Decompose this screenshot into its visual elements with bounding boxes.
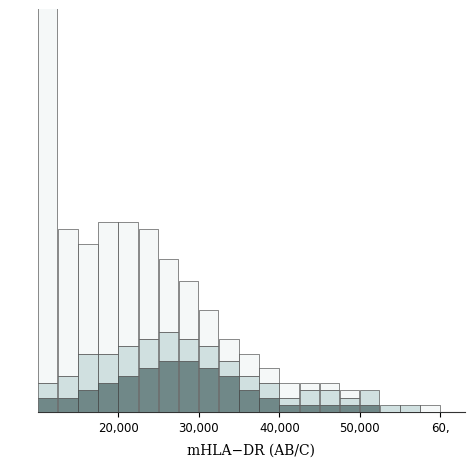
- Bar: [319, 383, 339, 391]
- Bar: [300, 383, 319, 391]
- Bar: [259, 398, 279, 412]
- Bar: [259, 368, 279, 383]
- Bar: [38, 398, 57, 412]
- Bar: [179, 361, 198, 412]
- Bar: [159, 332, 178, 361]
- Bar: [279, 383, 299, 398]
- Bar: [199, 346, 219, 368]
- Bar: [420, 405, 440, 412]
- Bar: [179, 281, 198, 339]
- Bar: [380, 405, 400, 412]
- Bar: [98, 222, 118, 354]
- Bar: [239, 391, 259, 412]
- Bar: [58, 376, 78, 398]
- Bar: [58, 229, 78, 376]
- Bar: [78, 244, 98, 354]
- Bar: [219, 339, 238, 361]
- Bar: [360, 405, 379, 412]
- Bar: [118, 376, 138, 412]
- Bar: [340, 391, 359, 398]
- Bar: [239, 376, 259, 391]
- Bar: [239, 354, 259, 376]
- Bar: [199, 310, 219, 346]
- X-axis label: mHLA−DR (AB/C): mHLA−DR (AB/C): [187, 444, 315, 457]
- Bar: [179, 339, 198, 361]
- Bar: [98, 354, 118, 383]
- Bar: [138, 229, 158, 339]
- Bar: [78, 354, 98, 391]
- Bar: [98, 383, 118, 412]
- Bar: [159, 258, 178, 332]
- Bar: [159, 361, 178, 412]
- Bar: [38, 0, 57, 383]
- Bar: [319, 405, 339, 412]
- Bar: [300, 405, 319, 412]
- Bar: [400, 405, 419, 412]
- Bar: [340, 398, 359, 405]
- Bar: [38, 383, 57, 398]
- Bar: [340, 405, 359, 412]
- Bar: [138, 339, 158, 368]
- Bar: [300, 391, 319, 405]
- Bar: [199, 368, 219, 412]
- Bar: [78, 391, 98, 412]
- Bar: [360, 391, 379, 405]
- Bar: [138, 368, 158, 412]
- Bar: [279, 398, 299, 405]
- Bar: [259, 383, 279, 398]
- Bar: [118, 222, 138, 346]
- Bar: [319, 391, 339, 405]
- Bar: [219, 376, 238, 412]
- Bar: [58, 398, 78, 412]
- Bar: [279, 405, 299, 412]
- Bar: [118, 346, 138, 376]
- Bar: [219, 361, 238, 376]
